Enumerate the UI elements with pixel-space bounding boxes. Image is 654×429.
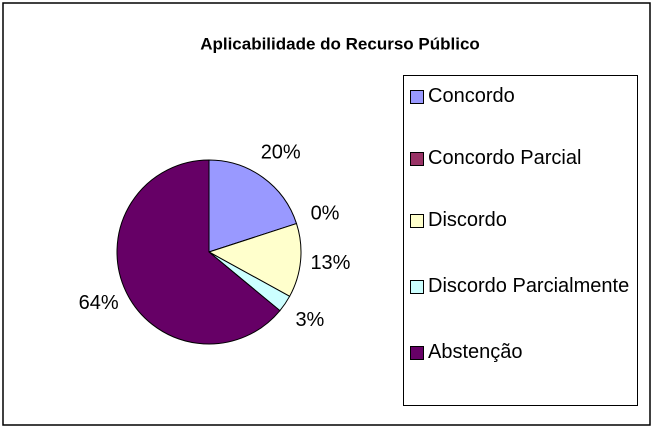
data-label: 3% — [295, 309, 324, 331]
chart-title: Aplicabilidade do Recurso Público — [200, 34, 480, 53]
legend-label: Discordo — [428, 209, 507, 231]
legend-item: Concordo Parcial — [410, 143, 581, 174]
legend-item: Discordo — [410, 205, 507, 236]
legend-swatch — [410, 346, 424, 360]
pie-slice — [208, 159, 298, 253]
legend-swatch — [410, 214, 424, 228]
legend-item: Abstenção — [410, 337, 523, 368]
legend-item: Discordo Parcialmente — [410, 271, 629, 302]
pie-slice — [207, 222, 302, 298]
data-label: 0% — [311, 203, 340, 225]
legend-label: Abstenção — [428, 341, 523, 363]
data-label: 13% — [310, 252, 350, 274]
legend: Concordo Concordo Parcial Discordo Discordo… — [403, 75, 638, 406]
legend-label: Concordo Parcial — [428, 147, 582, 169]
legend-swatch — [410, 152, 424, 166]
legend-label: Concordo — [428, 85, 515, 107]
pie-slice — [116, 159, 281, 345]
data-label: 64% — [79, 292, 119, 314]
legend-item: Concordo — [410, 81, 515, 112]
legend-swatch — [410, 90, 424, 104]
data-label: 20% — [261, 142, 301, 164]
legend-swatch — [410, 280, 424, 294]
legend-label: Discordo Parcialmente — [428, 275, 630, 297]
